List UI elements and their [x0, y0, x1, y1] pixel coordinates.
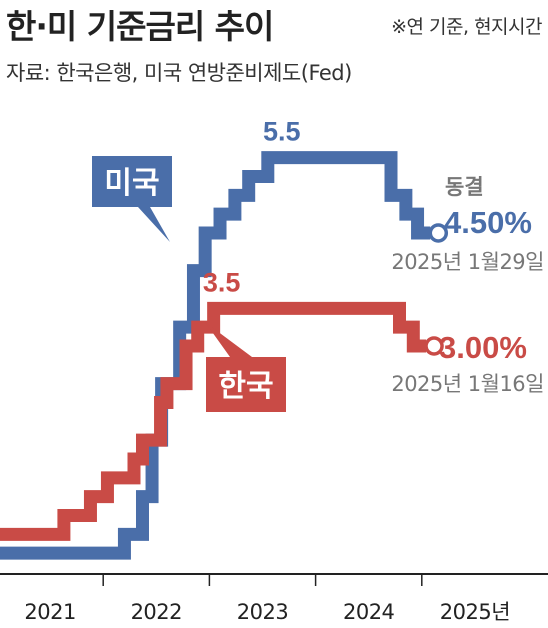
x-tick-label: 2025년: [440, 600, 510, 624]
peak-label-korea: 3.5: [203, 267, 241, 297]
peak-label-us: 5.5: [263, 117, 301, 147]
chart-source: 자료: 한국은행, 미국 연방준비제도(Fed): [6, 61, 352, 85]
x-tick-label: 2021: [24, 600, 75, 624]
callout-us: 미국: [92, 156, 172, 242]
callout-korea-shape: [205, 322, 286, 412]
callout-korea: 한국: [205, 322, 286, 412]
chart-note: ※연 기준, 현지시간: [391, 16, 542, 38]
end-date-us: 2025년 1월29일: [391, 250, 544, 274]
chart-title: 한·미 기준금리 추이: [6, 7, 273, 46]
callout-us-label: 미국: [104, 166, 159, 201]
end-value-korea: 3.00%: [439, 330, 527, 365]
x-axis-ticks: 2021 2022 2023 2024 2025년: [24, 574, 511, 624]
x-tick-label: 2024: [343, 600, 395, 624]
callout-korea-label: 한국: [218, 369, 273, 404]
x-tick-label: 2022: [131, 600, 182, 624]
series-line-us: [0, 151, 431, 560]
end-date-korea: 2025년 1월16일: [391, 372, 544, 396]
series-line-korea: [0, 301, 427, 541]
x-tick-label: 2023: [237, 600, 288, 624]
end-marker-us: [428, 223, 449, 243]
end-value-us: 4.50%: [444, 205, 532, 240]
end-marker-korea: [424, 336, 444, 356]
end-note-us: 동결: [445, 175, 484, 199]
callout-us-shape: [92, 156, 172, 242]
